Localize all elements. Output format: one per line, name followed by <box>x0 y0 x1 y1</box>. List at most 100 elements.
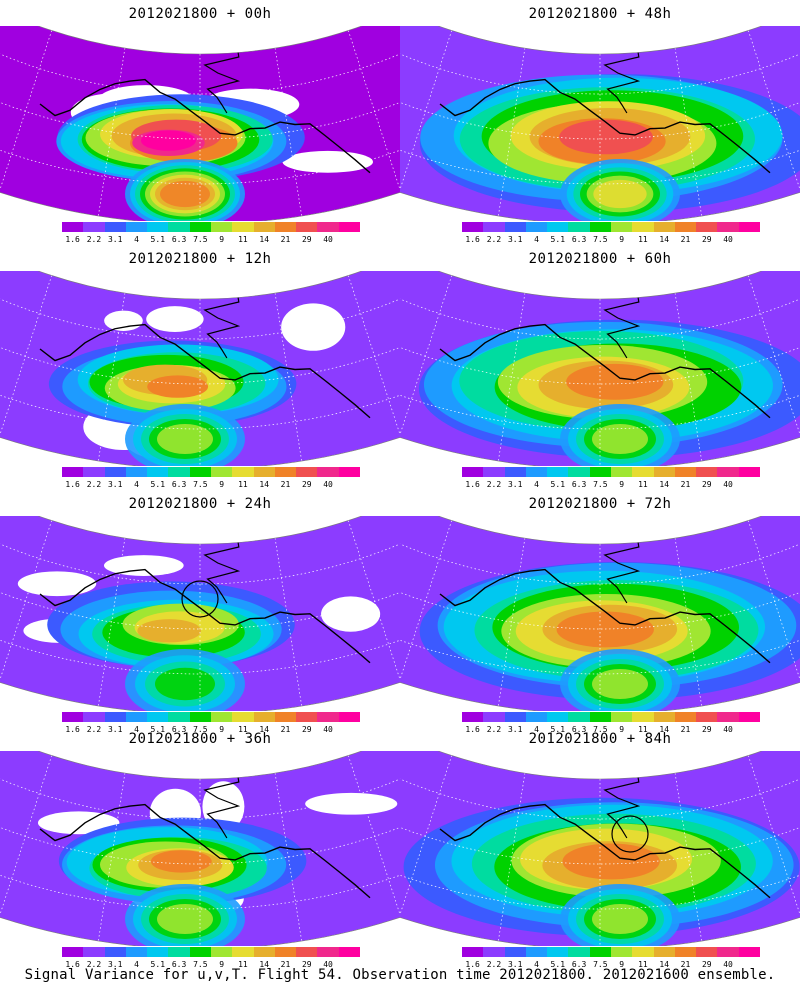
colorbar-segment <box>525 467 548 477</box>
colorbar-label: 14 <box>259 480 270 489</box>
colorbar-labels: 1.6 2.2 3.1 4 5.1 6.3 7.5 9 11 14 21 29 40 <box>52 480 362 490</box>
colorbar-segment <box>232 467 254 477</box>
colorbar-segment <box>525 712 548 722</box>
colorbar-segment <box>674 467 697 477</box>
colorbar-label: 21 <box>680 480 691 489</box>
colorbar-segment <box>338 467 360 477</box>
field-map <box>400 751 800 946</box>
colorbar-label: 5.1 <box>550 725 566 734</box>
colorbar-label: 9 <box>219 235 225 244</box>
colorbar-label: 9 <box>219 725 225 734</box>
map-panel-00h: 2012021800 + 00h 1.6 2.2 3.1 4 5.1 6.3 7.5 9 11 1… <box>0 0 400 245</box>
colorbar-label: 40 <box>323 480 333 489</box>
colorbar-segment <box>338 222 360 232</box>
colorbar-segment <box>83 467 105 477</box>
panel-title: 2012021800 + 72h <box>528 496 672 512</box>
colorbar-label: 5.1 <box>550 235 566 244</box>
colorbar-segment <box>610 947 633 957</box>
colorbar-segment <box>568 712 590 722</box>
colorbar-segment <box>62 467 84 477</box>
colorbar-segment <box>674 947 697 957</box>
colorbar-segment <box>525 947 548 957</box>
colorbar-label: 14 <box>259 960 270 969</box>
colorbar-label: 21 <box>680 725 691 734</box>
colorbar-segment <box>253 712 275 722</box>
colorbar-label: 5.1 <box>550 480 566 489</box>
colorbar-segment <box>317 467 339 477</box>
colorbar-label: 29 <box>301 725 312 734</box>
colorbar-label: 21 <box>280 480 291 489</box>
colorbar-label: 40 <box>723 960 733 969</box>
colorbar-label: 3.1 <box>107 725 123 734</box>
colorbar-segment <box>547 947 569 957</box>
panel-title: 2012021800 + 48h <box>528 6 672 22</box>
colorbar-segment <box>483 712 505 722</box>
colorbar-label: 1.6 <box>65 725 80 734</box>
colorbar-label: 4 <box>134 235 139 244</box>
colorbar-label: 40 <box>723 235 733 244</box>
colorbar-label: 7.5 <box>193 725 208 734</box>
colorbar-labels: 1.6 2.2 3.1 4 5.1 6.3 7.5 9 11 14 21 29 40 <box>452 235 762 245</box>
colorbar-labels: 1.6 2.2 3.1 4 5.1 6.3 7.5 9 11 14 21 29 40 <box>452 960 762 970</box>
colorbar-segment <box>253 222 275 232</box>
field-map <box>0 271 400 466</box>
colorbar-label: 2.2 <box>486 960 502 969</box>
contour-band <box>562 843 660 880</box>
colorbar-segment <box>189 947 211 957</box>
colorbar-label: 6.3 <box>171 480 187 489</box>
colorbar-label: 2.2 <box>86 480 102 489</box>
coastline <box>439 803 771 899</box>
colorbar-label: 1.6 <box>65 960 80 969</box>
figure-caption: Signal Variance for u,v,T. Flight 54. Ob… <box>24 967 776 983</box>
colorbar-segment <box>738 712 760 722</box>
colorbar-segment <box>104 712 126 722</box>
colorbar-label: 9 <box>619 725 625 734</box>
colorbar-label: 11 <box>638 235 648 244</box>
colorbar-segment <box>483 947 505 957</box>
colorbar-label: 6.3 <box>171 960 187 969</box>
colorbar-label: 4 <box>134 480 139 489</box>
coastline <box>39 78 371 174</box>
colorbar-segment <box>738 222 760 232</box>
colorbar-label: 5.1 <box>150 725 166 734</box>
colorbar-label: 14 <box>659 725 670 734</box>
colorbar-label: 2.2 <box>86 725 102 734</box>
colorbar <box>62 712 360 722</box>
colorbar-segment <box>568 222 590 232</box>
colorbar-label: 7.5 <box>593 235 608 244</box>
colorbar-label: 2.2 <box>486 480 502 489</box>
colorbar-label: 9 <box>619 235 625 244</box>
colorbar-segment <box>632 947 654 957</box>
colorbar-label: 11 <box>638 725 648 734</box>
colorbar-labels: 1.6 2.2 3.1 4 5.1 6.3 7.5 9 11 14 21 29 40 <box>452 725 762 735</box>
panel-title: 2012021800 + 84h <box>528 731 672 747</box>
field-map <box>400 271 800 466</box>
coastline <box>439 568 771 664</box>
map-panel-84h: 2012021800 + 84h 1.6 2.2 3.1 4 5.1 6.3 7.5 9 11 1… <box>400 725 800 970</box>
colorbar-label: 6.3 <box>571 960 587 969</box>
coastline <box>39 568 371 664</box>
field-map <box>400 516 800 711</box>
colorbar-segment <box>653 222 675 232</box>
contour-band <box>556 611 654 648</box>
colorbar-segment <box>317 222 339 232</box>
colorbar-label: 21 <box>280 725 291 734</box>
colorbar-label: 4 <box>134 725 139 734</box>
colorbar-segment <box>210 947 233 957</box>
colorbar-segment <box>653 712 675 722</box>
colorbar-segment <box>696 712 718 722</box>
colorbar-label: 29 <box>701 235 712 244</box>
colorbar-segment <box>125 222 148 232</box>
colorbar-segment <box>296 222 318 232</box>
colorbar-label: 2.2 <box>86 960 102 969</box>
colorbar-segment <box>147 222 169 232</box>
colorbar-label: 6.3 <box>171 235 187 244</box>
colorbar-segment <box>717 947 739 957</box>
colorbar-segment <box>462 222 484 232</box>
colorbar-segment <box>632 467 654 477</box>
colorbar-segment <box>589 222 611 232</box>
colorbar-label: 3.1 <box>107 235 123 244</box>
colorbar-segment <box>62 712 84 722</box>
map-panel-60h: 2012021800 + 60h 1.6 2.2 3.1 4 5.1 6.3 7.5 9 11 1… <box>400 245 800 490</box>
colorbar-segment <box>317 712 339 722</box>
